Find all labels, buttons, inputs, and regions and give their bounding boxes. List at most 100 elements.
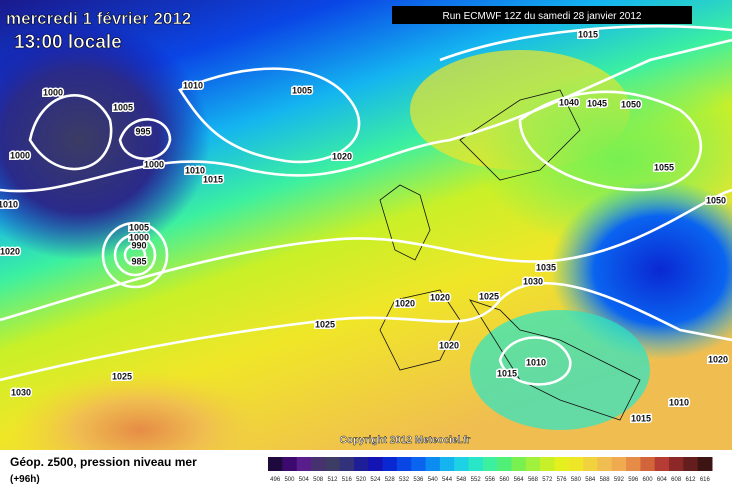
legend-label: 508 (313, 477, 324, 483)
isobar-label: 1005 (292, 85, 312, 95)
coastline (379, 89, 641, 421)
legend-swatch (482, 457, 498, 471)
legend-label: 588 (600, 477, 611, 483)
legend-label: 564 (514, 477, 525, 483)
legend-swatch (454, 457, 470, 471)
legend-label: 604 (657, 477, 668, 483)
legend-swatch (683, 457, 699, 471)
legend-label: 500 (284, 477, 295, 483)
legend-swatch (339, 457, 355, 471)
legend-swatch (654, 457, 670, 471)
isobar-label: 1010 (526, 357, 546, 367)
legend-swatch (268, 457, 283, 471)
legend-swatch (540, 457, 555, 471)
isobar-label: 1050 (706, 195, 726, 205)
isobar-label: 1000 (144, 159, 164, 169)
legend-label: 544 (442, 477, 453, 483)
isobar-label: 1030 (11, 387, 31, 397)
isobar-label: 1010 (669, 397, 689, 407)
isobar-label: 1015 (497, 368, 517, 378)
legend-swatch (640, 457, 656, 471)
isobar-labels: 1015 1040 1045 1050 1055 1050 1035 1030 1025 1020… (0, 28, 730, 425)
legend-swatch (411, 457, 427, 471)
isobar-label: 1020 (0, 246, 20, 256)
color-legend: 496 500 504 508 512 516 520 524 528 532 536 540 544 5… (268, 457, 713, 483)
legend-label: 524 (370, 477, 381, 483)
isobar-label: 1025 (479, 291, 499, 301)
legend-swatch (468, 457, 484, 471)
legend-swatch (325, 457, 341, 471)
isobar-label: 1000 (129, 232, 149, 242)
legend-swatch (597, 457, 613, 471)
cold-area (470, 310, 650, 430)
isobar-label: 1025 (315, 319, 335, 329)
legend-swatch (296, 457, 312, 471)
legend-swatch (511, 457, 527, 471)
isobar-label: 1020 (332, 151, 352, 161)
isobar-label: 1050 (621, 99, 641, 109)
local-time: 13:00 locale (14, 32, 122, 53)
legend-label: 548 (456, 477, 467, 483)
legend-label: 536 (413, 477, 424, 483)
legend-label: 532 (399, 477, 410, 483)
isobar-label: 1035 (536, 262, 556, 272)
legend-swatch (669, 457, 684, 471)
isobar-label: 1055 (654, 162, 674, 172)
legend-swatch (525, 457, 541, 471)
legend-label: 608 (671, 477, 682, 483)
legend-label: 512 (327, 477, 338, 483)
lead-time: (+96h) (10, 474, 40, 485)
legend-swatch (697, 457, 713, 471)
isobar-label: 1005 (113, 102, 133, 112)
legend-label: 592 (614, 477, 625, 483)
date: mercredi 1 février 2012 (6, 9, 191, 28)
legend-swatch (497, 457, 512, 471)
legend-label: 580 (571, 477, 582, 483)
legend-label: 576 (557, 477, 568, 483)
run-info: Run ECMWF 12Z du samedi 28 janvier 2012 (443, 11, 642, 22)
footer-title: Géop. z500, pression niveau mer (10, 455, 197, 469)
isobars (0, 24, 732, 386)
isobar-label: 1020 (395, 298, 415, 308)
legend-label: 560 (499, 477, 510, 483)
legend-label: 584 (585, 477, 596, 483)
isobar-label: 1010 (0, 199, 18, 209)
legend-swatch (353, 457, 369, 471)
isobar-label: 985 (131, 256, 146, 266)
isobar-label: 1030 (523, 276, 543, 286)
legend-label: 612 (686, 477, 697, 483)
legend-swatch (439, 457, 455, 471)
legend-label: 556 (485, 477, 496, 483)
legend-label: 520 (356, 477, 367, 483)
isobar-label: 1020 (439, 340, 459, 350)
isobar-label: 1010 (185, 165, 205, 175)
copyright: Copyright 2012 Meteociel.fr (340, 435, 471, 446)
isobar-label: 990 (131, 240, 146, 250)
legend-label: 496 (270, 477, 281, 483)
legend-swatch (611, 457, 627, 471)
isobar-label: 1000 (10, 150, 30, 160)
legend-label: 516 (342, 477, 353, 483)
isobar-label: 1010 (183, 80, 203, 90)
legend-label: 616 (700, 477, 711, 483)
legend-label: 540 (428, 477, 439, 483)
isobar-label: 1045 (587, 98, 607, 108)
legend-label: 568 (528, 477, 539, 483)
legend-swatch (382, 457, 398, 471)
run-banner (392, 6, 692, 24)
isobar-label: 1020 (708, 354, 728, 364)
isobar-label: 1015 (631, 413, 651, 423)
legend-swatch (310, 457, 326, 471)
isobar-label: 1015 (578, 29, 598, 39)
legend-swatch (568, 457, 584, 471)
isobar-label: 1020 (430, 292, 450, 302)
isobar-label: 1025 (112, 371, 132, 381)
low-area (0, 20, 210, 260)
legend-swatch (554, 457, 570, 471)
legend-label: 596 (628, 477, 639, 483)
legend-swatch (282, 457, 298, 471)
legend-swatch (425, 457, 441, 471)
legend-label: 504 (299, 477, 310, 483)
legend-swatch (583, 457, 598, 471)
